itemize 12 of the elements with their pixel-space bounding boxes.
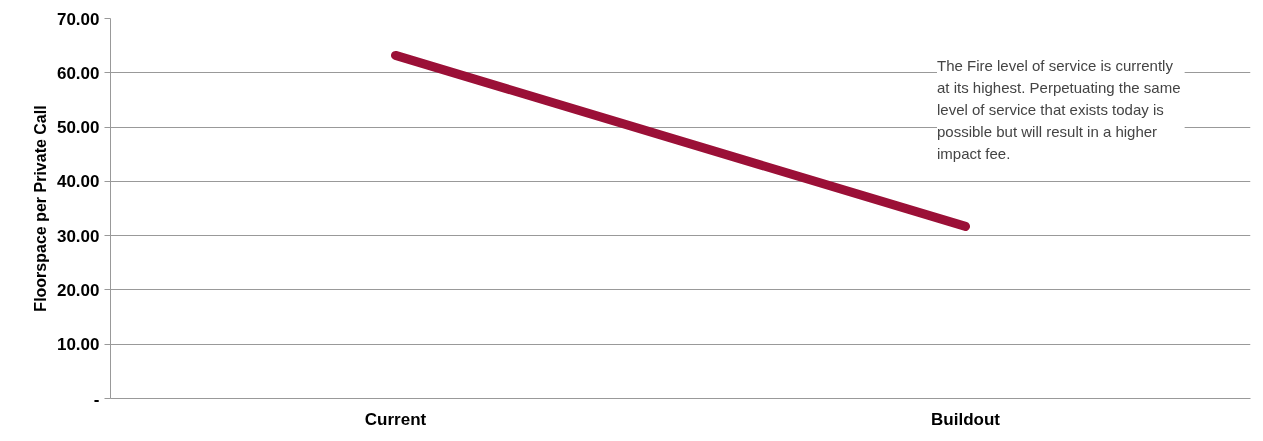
- y-tick-label: 40.00: [56, 172, 100, 192]
- y-tick-label: 10.00: [56, 335, 100, 355]
- y-tick-label: 60.00: [56, 63, 100, 83]
- y-tick-label: 70.00: [56, 9, 100, 29]
- y-axis-title: Floorspace per Private Call: [31, 105, 49, 312]
- annotation: The Fire level of service is currently at its highest. Perpetuating the same level of service that exists today is possible but will result in a higher impact fee.: [937, 56, 1181, 162]
- y-tick-label: 30.00: [56, 226, 100, 246]
- y-tick-label: 50.00: [56, 118, 100, 138]
- x-tick-label: Current: [364, 409, 427, 429]
- x-tick-label: Buildout: [931, 409, 1001, 429]
- y-tick-label: 20.00: [56, 280, 100, 300]
- y-tick-label: -: [93, 389, 100, 409]
